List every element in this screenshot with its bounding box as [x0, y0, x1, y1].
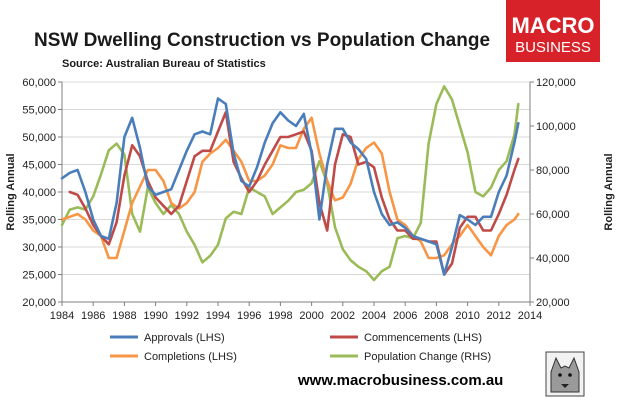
series-line-completions-lhs — [60, 116, 520, 260]
y-tick-label-right: 80,000 — [536, 165, 570, 177]
y-tick-label-left: 30,000 — [22, 242, 56, 254]
y-tick-label-right: 40,000 — [536, 253, 570, 265]
x-tick-label: 2010 — [455, 310, 479, 322]
y-tick-label-left: 25,000 — [22, 270, 56, 282]
series-group — [60, 85, 520, 282]
x-tick-label: 2006 — [393, 310, 417, 322]
website-url: www.macrobusiness.com.au — [297, 372, 503, 389]
legend-label-completions-lhs: Completions (LHS) — [144, 351, 237, 363]
y-tick-label-left: 55,000 — [22, 105, 56, 117]
logo-line1: MACRO — [511, 13, 594, 38]
chart-subtitle: Source: Australian Bureau of Statistics — [62, 58, 266, 70]
x-tick-label: 1992 — [175, 310, 199, 322]
x-tick-label: 2004 — [362, 310, 386, 322]
x-tick-label: 2002 — [331, 310, 355, 322]
logo-background — [506, 0, 600, 62]
x-tick-label: 1996 — [237, 310, 261, 322]
series-line-approvals-lhs — [60, 97, 520, 276]
legend-label-population-change-rhs: Population Change (RHS) — [364, 351, 491, 363]
legend-label-commencements-lhs: Commencements (LHS) — [364, 332, 482, 344]
gridlines — [62, 81, 530, 275]
chart-title: NSW Dwelling Construction vs Population … — [34, 30, 490, 51]
y-axis-left-title: Rolling Annual — [5, 153, 17, 230]
y-tick-label-right: 20,000 — [536, 297, 570, 309]
x-ticks: 1984 1986 1988 1990 1992 1994 1996 1998 2000 2002… — [50, 302, 542, 322]
x-tick-label: 2000 — [299, 310, 323, 322]
x-tick-label: 2012 — [487, 310, 511, 322]
x-tick-label: 1990 — [143, 310, 167, 322]
x-tick-label: 1984 — [50, 310, 74, 322]
logo-line2: BUSINESS — [515, 39, 591, 56]
x-tick-label: 1998 — [268, 310, 292, 322]
x-tick-label: 2014 — [518, 310, 542, 322]
y-tick-label-left: 35,000 — [22, 215, 56, 227]
series-line-population-change-rhs — [60, 85, 520, 282]
plot-area — [60, 81, 531, 303]
y-tick-label-left: 20,000 — [22, 297, 56, 309]
wolf-icon — [545, 351, 585, 397]
y-tick-label-left: 45,000 — [22, 160, 56, 172]
x-tick-label: 1986 — [81, 310, 105, 322]
y-tick-label-left: 50,000 — [22, 132, 56, 144]
x-tick-label: 2008 — [424, 310, 448, 322]
y-tick-label-right: 60,000 — [536, 209, 570, 221]
x-tick-label: 1988 — [112, 310, 136, 322]
y-ticks-left: 20,000 25,000 30,000 35,000 40,000 45,000 50,0… — [22, 77, 62, 309]
y-tick-label-right: 120,000 — [536, 77, 576, 89]
y-axis-right-title: Rolling Annual — [603, 153, 615, 230]
y-tick-label-left: 60,000 — [22, 77, 56, 89]
y-tick-label-right: 100,000 — [536, 121, 576, 133]
legend-label-approvals-lhs: Approvals (LHS) — [144, 332, 225, 344]
x-tick-label: 1994 — [206, 310, 230, 322]
y-ticks-right: 20,000 40,000 60,000 80,000 100,000 120,000 — [530, 77, 576, 309]
macrobusiness-logo: MACRO BUSINESS — [506, 0, 600, 62]
y-tick-label-left: 40,000 — [22, 187, 56, 199]
legend: Approvals (LHS) Commencements (LHS) Comple… — [110, 332, 491, 363]
